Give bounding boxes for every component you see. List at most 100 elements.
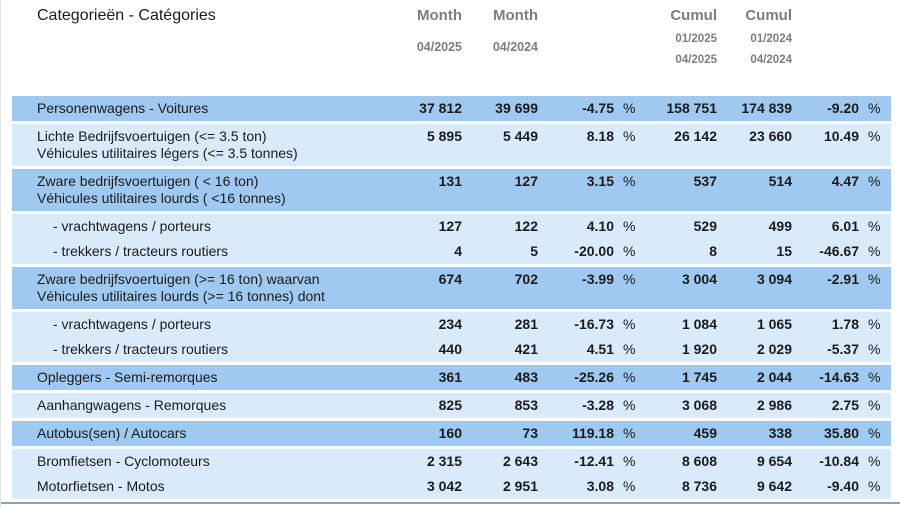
value-cumul-previous: 499 — [768, 218, 792, 234]
value-month-current: 4 — [454, 243, 462, 259]
header-cumul-current-from: 01/2025 — [675, 33, 717, 45]
value-cumul-change: -5.37 — [827, 341, 859, 357]
percent-sign: % — [868, 341, 881, 357]
table-band: Aanhangwagens - Remorques 825 853 -3.28 … — [12, 393, 891, 418]
value-cumul-previous: 3 094 — [756, 271, 792, 287]
table-row-autobus: Autobus(sen) / Autocars 160 73 119.18 % … — [12, 421, 891, 446]
table-row-opleggers: Opleggers - Semi-remorques 361 483 -25.2… — [12, 365, 891, 390]
header-month-previous-title: Month — [493, 7, 538, 24]
table-band: Personenwagens - Voitures 37 812 39 699 … — [12, 96, 891, 121]
percent-sign: % — [868, 425, 881, 441]
value-month-change: -3.99 — [582, 271, 614, 287]
value-month-current: 37 812 — [419, 100, 462, 116]
value-month-previous: 281 — [514, 316, 538, 332]
value-cumul-current: 3 068 — [681, 397, 717, 413]
header-cumul-previous-from: 01/2024 — [750, 33, 792, 45]
table-row-bromfietsen: Bromfietsen - Cyclomoteurs 2 315 2 643 -… — [12, 449, 891, 474]
percent-sign: % — [623, 453, 636, 469]
category-label-fr: Véhicules utilitaires lourds (>= 16 tonn… — [37, 288, 325, 304]
value-month-previous: 2 951 — [502, 478, 538, 494]
value-month-change: -3.28 — [582, 397, 614, 413]
value-month-previous: 853 — [514, 397, 538, 413]
percent-sign: % — [868, 218, 881, 234]
category-label: Autobus(sen) / Autocars — [37, 425, 187, 441]
value-cumul-change: -9.40 — [827, 478, 859, 494]
value-cumul-current: 8 736 — [681, 478, 717, 494]
category-label-fr: Véhicules utilitaires lourds ( <16 tonne… — [37, 190, 286, 206]
category-label: - vrachtwagens / porteurs — [53, 218, 211, 234]
value-month-current: 160 — [438, 425, 462, 441]
value-cumul-previous: 2 986 — [756, 397, 792, 413]
value-month-change: 4.51 — [586, 341, 614, 357]
category-label: Personenwagens - Voitures — [37, 100, 209, 116]
percent-sign: % — [623, 100, 636, 116]
value-month-previous: 39 699 — [495, 100, 538, 116]
header-cumul-previous: Cumul 01/2024 04/2024 — [717, 7, 792, 67]
value-month-previous: 73 — [522, 425, 538, 441]
value-cumul-current: 1 920 — [681, 341, 717, 357]
value-month-previous: 421 — [514, 341, 538, 357]
percent-sign: % — [868, 173, 881, 189]
table-row-lichte-bedrijfsvoertuigen: Lichte Bedrijfsvoertuigen (<= 3.5 ton) V… — [12, 124, 891, 166]
value-month-current: 127 — [438, 218, 462, 234]
value-month-previous: 483 — [514, 369, 538, 385]
value-cumul-current: 1 084 — [681, 316, 717, 332]
value-month-change: -4.75 — [582, 100, 614, 116]
table-band: Zware bedrijfsvoertuigen (>= 16 ton) waa… — [12, 267, 891, 309]
percent-sign: % — [623, 397, 636, 413]
value-month-previous: 5 449 — [502, 128, 538, 144]
percent-sign: % — [623, 316, 636, 332]
value-cumul-previous: 2 044 — [756, 369, 792, 385]
percent-sign: % — [623, 218, 636, 234]
category-label-nl: Lichte Bedrijfsvoertuigen (<= 3.5 ton) — [37, 128, 267, 144]
header-cumul-previous-to: 04/2024 — [750, 54, 792, 66]
category-label-nl: Zware bedrijfsvoertuigen ( < 16 ton) — [37, 173, 259, 189]
value-month-change: -25.26 — [574, 369, 614, 385]
header-cumul-current-title: Cumul — [670, 7, 717, 24]
table-band: Opleggers - Semi-remorques 361 483 -25.2… — [12, 365, 891, 390]
value-month-current: 361 — [438, 369, 462, 385]
value-cumul-current: 3 004 — [681, 271, 717, 287]
value-cumul-change: 1.78 — [831, 316, 859, 332]
header-categories-label: Categorieën - Catégories — [37, 7, 216, 24]
value-cumul-change: 4.47 — [831, 173, 859, 189]
value-month-current: 131 — [438, 173, 462, 189]
value-cumul-change: -2.91 — [827, 271, 859, 287]
value-month-previous: 127 — [514, 173, 538, 189]
header-month-current-date: 04/2025 — [416, 40, 462, 54]
table-row-zware-minder-16ton: Zware bedrijfsvoertuigen ( < 16 ton) Véh… — [12, 169, 891, 211]
value-month-current: 2 315 — [426, 453, 462, 469]
category-label: - trekkers / tracteurs routiers — [53, 341, 229, 357]
table-row-aanhangwagens: Aanhangwagens - Remorques 825 853 -3.28 … — [12, 393, 891, 418]
value-month-previous: 5 — [530, 243, 538, 259]
percent-sign: % — [868, 369, 881, 385]
value-month-current: 3 042 — [426, 478, 462, 494]
percent-sign: % — [868, 478, 881, 494]
value-cumul-change: -10.84 — [819, 453, 859, 469]
table-band: Lichte Bedrijfsvoertuigen (<= 3.5 ton) V… — [12, 124, 891, 166]
value-month-current: 440 — [438, 341, 462, 357]
percent-sign: % — [623, 341, 636, 357]
percent-sign: % — [623, 271, 636, 287]
value-month-current: 825 — [438, 397, 462, 413]
value-cumul-previous: 2 029 — [756, 341, 792, 357]
value-month-change: 3.08 — [586, 478, 614, 494]
value-cumul-previous: 514 — [768, 173, 792, 189]
value-month-previous: 122 — [514, 218, 538, 234]
percent-sign: % — [623, 173, 636, 189]
percent-sign: % — [623, 243, 636, 259]
value-cumul-change: 6.01 — [831, 218, 859, 234]
value-month-change: 8.18 — [586, 128, 614, 144]
value-cumul-change: -14.63 — [819, 369, 859, 385]
percent-sign: % — [868, 100, 881, 116]
value-cumul-previous: 338 — [768, 425, 792, 441]
percent-sign: % — [623, 369, 636, 385]
table-band: Bromfietsen - Cyclomoteurs 2 315 2 643 -… — [12, 449, 891, 499]
table-header: Categorieën - Catégories Month 04/2025 M… — [12, 0, 891, 96]
value-month-change: 3.15 — [586, 173, 614, 189]
category-label: - vrachtwagens / porteurs — [53, 316, 211, 332]
percent-sign: % — [623, 425, 636, 441]
value-cumul-previous: 15 — [776, 243, 792, 259]
value-cumul-current: 1 745 — [681, 369, 717, 385]
